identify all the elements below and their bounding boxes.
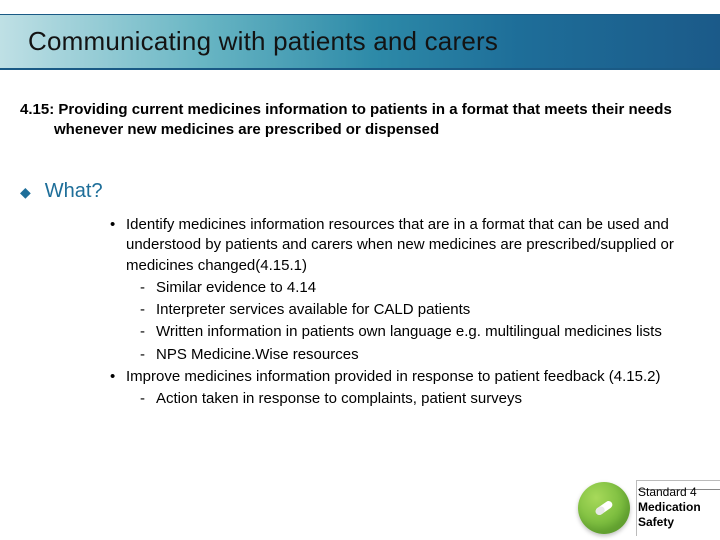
footer-line2: Safety — [638, 515, 716, 530]
body-content: Identify medicines information resources… — [110, 215, 700, 411]
pill-icon — [578, 482, 630, 534]
list-item: Interpreter services available for CALD … — [126, 300, 700, 320]
bullet-text: Identify medicines information resources… — [126, 216, 674, 274]
bullet-text: Written information in patients own lang… — [156, 323, 662, 340]
what-label: What? — [45, 180, 103, 203]
list-item: Written information in patients own lang… — [126, 322, 700, 342]
bullet-text: Improve medicines information provided i… — [126, 368, 660, 385]
slide: Communicating with patients and carers 4… — [0, 0, 720, 540]
slide-title: Communicating with patients and carers — [28, 26, 498, 57]
footer-line1: Medication — [638, 500, 716, 515]
list-item: Identify medicines information resources… — [110, 215, 700, 365]
section-heading: 4.15: Providing current medicines inform… — [20, 100, 700, 141]
list-item: Improve medicines information provided i… — [110, 367, 700, 410]
diamond-bullet-icon: ◆ — [20, 185, 31, 199]
bullet-text: Action taken in response to complaints, … — [156, 390, 522, 407]
list-item: NPS Medicine.Wise resources — [126, 345, 700, 365]
heading-line-3: dispensed — [365, 121, 439, 138]
list-item: Similar evidence to 4.14 — [126, 278, 700, 298]
title-band: Communicating with patients and carers — [0, 14, 720, 70]
what-row: ◆ What? — [20, 180, 103, 203]
list-item: Action taken in response to complaints, … — [126, 389, 700, 409]
bullet-text: Interpreter services available for CALD … — [156, 301, 470, 318]
bullet-text: Similar evidence to 4.14 — [156, 279, 316, 296]
footer-text: Standard 4 Medication Safety — [638, 485, 716, 530]
bullet-text: NPS Medicine.Wise resources — [156, 346, 359, 363]
heading-line-1: 4.15: Providing current medicines inform… — [20, 101, 540, 118]
footer-standard: Standard 4 — [638, 485, 697, 499]
